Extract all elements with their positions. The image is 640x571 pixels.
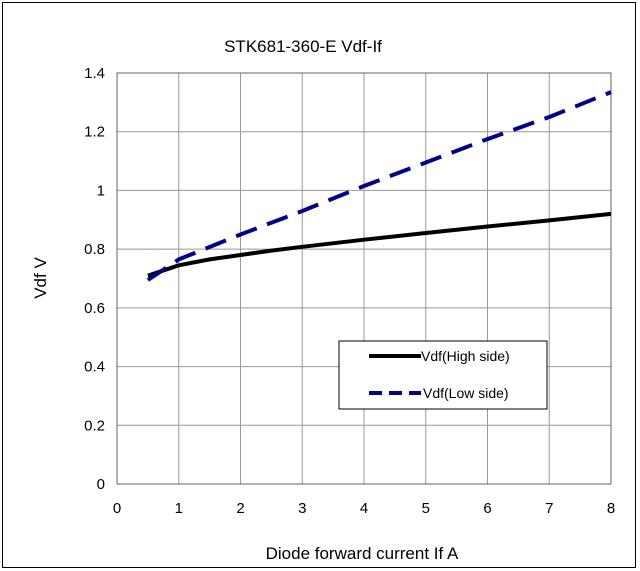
- x-axis-title: Diode forward current If A: [266, 544, 459, 563]
- legend-label-low-side: Vdf(Low side): [423, 385, 509, 401]
- series-line-low-side: [146, 90, 612, 282]
- y-tick-label: 1.2: [84, 124, 105, 141]
- x-tick-label: 7: [545, 500, 553, 517]
- y-tick-label: 1.4: [84, 65, 105, 82]
- series-line-high-side: [147, 211, 612, 278]
- legend: Vdf(High side) Vdf(Low side): [338, 340, 548, 410]
- series-layer: [146, 90, 612, 282]
- grid: [116, 72, 612, 485]
- y-tick-label: 0.2: [84, 417, 105, 434]
- x-tick-label: 6: [483, 500, 491, 517]
- y-axis-title: Vdf V: [31, 257, 50, 299]
- y-tick-label: 0.8: [84, 241, 105, 258]
- plot-area: [116, 72, 612, 485]
- y-tick-label: 1: [97, 182, 105, 199]
- legend-label-high-side: Vdf(High side): [421, 348, 510, 364]
- y-tick-label: 0: [97, 476, 105, 493]
- x-tick-label: 5: [422, 500, 430, 517]
- x-tick-label: 4: [360, 500, 368, 517]
- chart-title: STK681-360-E Vdf-If: [224, 37, 382, 56]
- x-tick-label: 1: [175, 500, 183, 517]
- y-tick-label: 0.4: [84, 359, 105, 376]
- x-tick-label: 0: [113, 500, 121, 517]
- legend-box: [338, 340, 548, 410]
- x-tick-label: 2: [236, 500, 244, 517]
- tick-labels: 0 1 2 3 4 5 6 7 8 0 0.2 0.4 0.6 0.8 1 1.2 1.4: [84, 65, 615, 517]
- y-tick-label: 0.6: [84, 300, 105, 317]
- x-tick-label: 3: [298, 500, 306, 517]
- x-tick-label: 8: [607, 500, 615, 517]
- line-chart: STK681-360-E Vdf-If 0 1 2 3 4 5 6 7 800.20.40.60…: [31, 37, 615, 563]
